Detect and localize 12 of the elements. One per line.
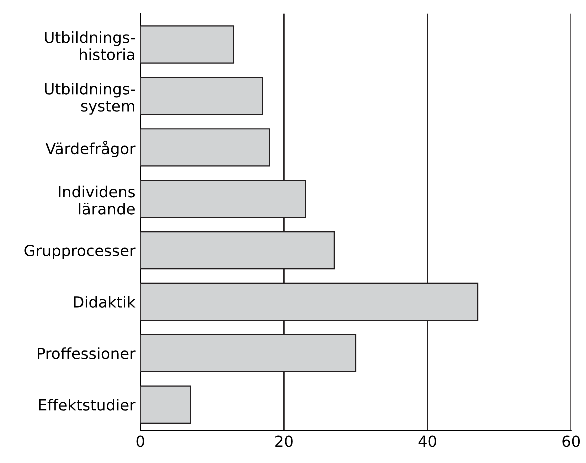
y-tick-label: Utbildnings- historia [45, 32, 136, 60]
y-tick-label: Värdefrågor [46, 140, 136, 158]
y-tick-label: Individens lärande [59, 186, 136, 215]
x-tick-label: 20 [276, 436, 293, 448]
x-tick-label: 40 [418, 436, 436, 448]
y-tick-label: Effektstudier [39, 399, 136, 411]
y-tick-label: Utbildnings- system [45, 83, 136, 115]
x-tick-label: 0 [136, 436, 144, 448]
y-tick-label: Proffessioner [38, 348, 136, 360]
y-tick-label: Didaktik [74, 296, 136, 308]
y-tick-label: Grupprocesser [24, 245, 136, 260]
x-tick-label: 60 [562, 436, 580, 448]
